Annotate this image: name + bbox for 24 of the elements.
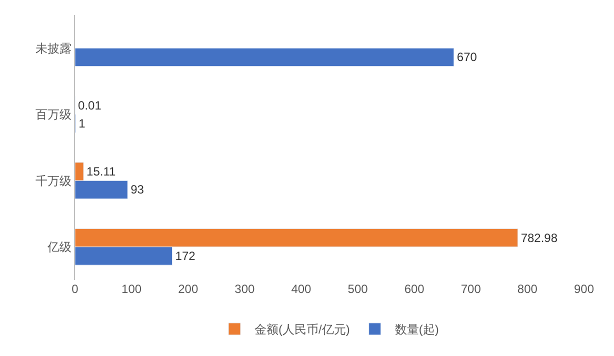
x-tick-label: 200 (178, 282, 198, 296)
legend-label: 金额(人民币/亿元) (254, 322, 350, 337)
y-tick-label: 未披露 (36, 41, 72, 56)
x-tick-label: 800 (517, 282, 538, 296)
x-tick-label: 100 (122, 282, 142, 296)
legend-label: 数量(起) (394, 322, 439, 337)
y-tick-label: 百万级 (36, 108, 72, 122)
x-tick-label: 300 (234, 282, 255, 296)
data-label: 93 (130, 182, 144, 197)
data-label: 670 (456, 50, 478, 64)
x-tick-label: 400 (291, 282, 312, 296)
bar (75, 48, 454, 67)
y-tick-label: 千万级 (36, 174, 72, 188)
x-tick-label: 0 (72, 282, 79, 296)
x-tick-label: 900 (574, 282, 594, 296)
data-label: 15.11 (86, 164, 116, 179)
data-label: 0.01 (78, 98, 102, 112)
x-tick-label: 700 (460, 282, 482, 296)
data-label: 172 (175, 248, 196, 263)
x-tick-label: 500 (348, 282, 368, 296)
x-tick-label: 600 (404, 282, 425, 296)
y-tick-label: 亿级 (46, 240, 72, 254)
data-label: 1 (78, 116, 86, 130)
data-label: 782.98 (520, 230, 558, 245)
